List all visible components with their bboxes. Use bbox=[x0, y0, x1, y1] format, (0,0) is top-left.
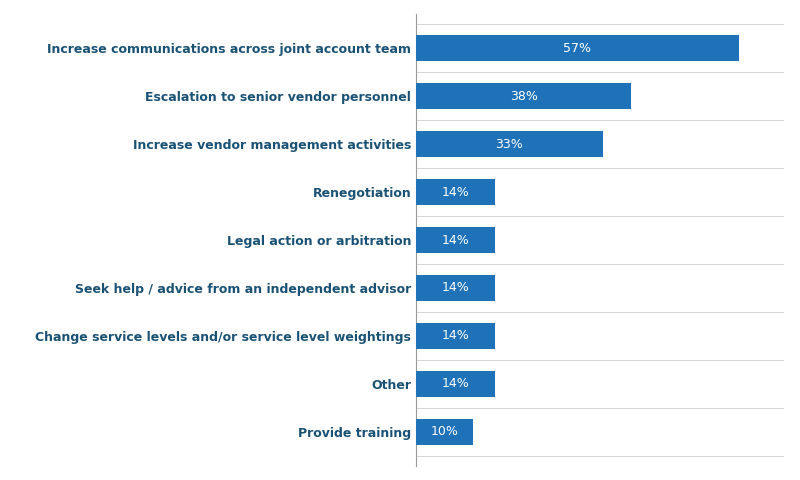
Bar bbox=[416, 179, 495, 205]
Bar bbox=[416, 227, 495, 253]
Text: 57%: 57% bbox=[563, 42, 591, 55]
Text: 14%: 14% bbox=[442, 281, 470, 294]
Bar bbox=[416, 83, 631, 109]
Bar bbox=[416, 371, 495, 397]
Text: 14%: 14% bbox=[442, 233, 470, 247]
Text: 33%: 33% bbox=[495, 138, 523, 151]
Text: 14%: 14% bbox=[442, 329, 470, 342]
Bar bbox=[416, 35, 738, 61]
Text: 14%: 14% bbox=[442, 377, 470, 390]
Text: 14%: 14% bbox=[442, 186, 470, 199]
Text: 10%: 10% bbox=[430, 425, 458, 438]
Text: 38%: 38% bbox=[510, 90, 538, 103]
Bar bbox=[416, 323, 495, 349]
Bar bbox=[416, 131, 603, 157]
Bar bbox=[416, 419, 473, 445]
Bar bbox=[416, 275, 495, 301]
